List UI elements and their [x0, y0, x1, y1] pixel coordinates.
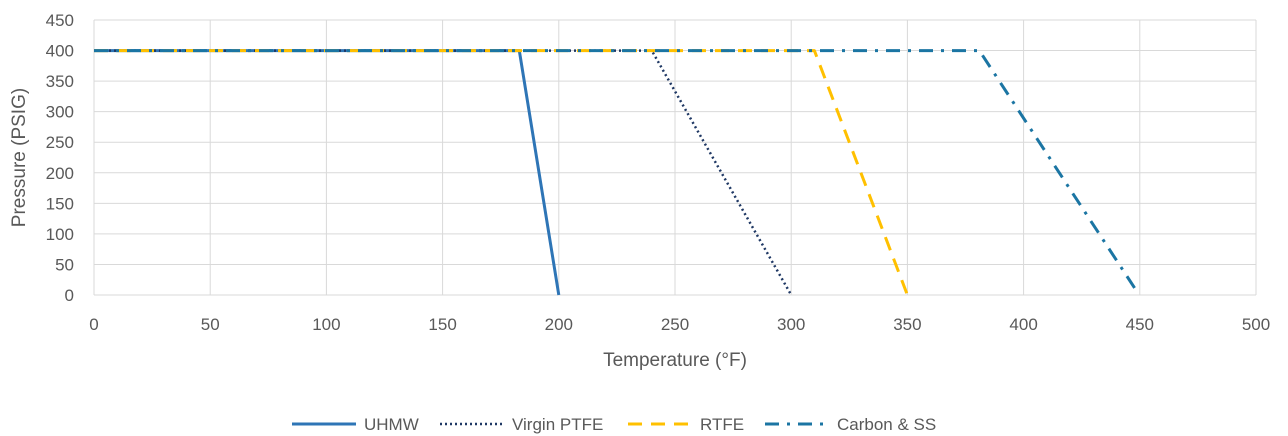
legend-label: Carbon & SS	[837, 415, 936, 434]
y-tick-label: 150	[46, 194, 74, 213]
x-axis-ticks: 0 50 100 150 200 250 300 350 400 450 500	[89, 315, 1270, 334]
y-axis-ticks: 0 50 100 150 200 250 300 350 400 450	[46, 11, 74, 305]
x-tick-label: 50	[201, 315, 220, 334]
y-tick-label: 250	[46, 133, 74, 152]
y-axis-title: Pressure (PSIG)	[9, 88, 30, 227]
legend-label: UHMW	[364, 415, 419, 434]
x-tick-label: 400	[1009, 315, 1037, 334]
x-tick-label: 500	[1242, 315, 1270, 334]
series-lines	[94, 49, 1137, 296]
y-tick-label: 300	[46, 103, 74, 122]
x-tick-label: 0	[89, 315, 98, 334]
y-tick-label: 200	[46, 164, 74, 183]
x-axis-title: Temperature (°F)	[603, 350, 747, 371]
x-tick-label: 100	[312, 315, 340, 334]
y-tick-label: 100	[46, 225, 74, 244]
x-tick-label: 200	[545, 315, 573, 334]
legend: UHMW Virgin PTFE RTFE Carbon & SS	[292, 415, 936, 434]
y-tick-label: 400	[46, 42, 74, 61]
x-tick-label: 450	[1126, 315, 1154, 334]
x-tick-label: 300	[777, 315, 805, 334]
legend-label: Virgin PTFE	[512, 415, 603, 434]
legend-label: RTFE	[700, 415, 744, 434]
x-tick-label: 250	[661, 315, 689, 334]
y-tick-label: 450	[46, 11, 74, 30]
y-tick-label: 0	[65, 286, 74, 305]
y-tick-label: 350	[46, 72, 74, 91]
gridlines	[93, 19, 1257, 296]
x-tick-label: 150	[428, 315, 456, 334]
series-line-carbon-ss	[94, 49, 1137, 290]
x-tick-label: 350	[893, 315, 921, 334]
y-tick-label: 50	[55, 255, 74, 274]
